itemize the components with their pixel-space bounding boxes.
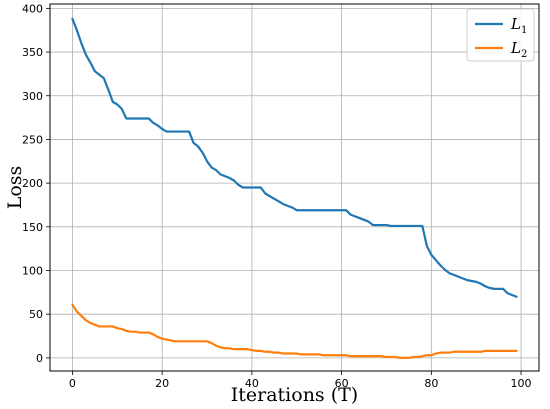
series-lines <box>71 17 518 359</box>
y-tick-label: 100 <box>22 265 43 278</box>
y-tick-label: 400 <box>22 2 43 15</box>
plot-frame <box>49 3 540 372</box>
series-line-L2 <box>71 303 518 359</box>
y-tick-label: 350 <box>22 46 43 59</box>
x-tick-label: 40 <box>245 377 259 390</box>
x-tick-label: 60 <box>335 377 349 390</box>
y-axis-title: Loss <box>4 166 26 210</box>
grid <box>50 4 539 371</box>
x-tick-label: 100 <box>511 377 532 390</box>
x-tick-label: 80 <box>424 377 438 390</box>
x-tick-label: 20 <box>155 377 169 390</box>
y-tick-label: 50 <box>29 308 43 321</box>
y-tick-label: 300 <box>22 90 43 103</box>
series-line-L1 <box>71 17 518 298</box>
y-tick-label: 150 <box>22 221 43 234</box>
axis-ticks: 0 20 40 60 80 100 0 50 100 150 200 250 300 350 400 <box>22 2 532 390</box>
x-axis-title: Iterations (T) <box>231 384 358 406</box>
y-tick-label: 0 <box>36 352 43 365</box>
x-tick-label: 0 <box>69 377 76 390</box>
y-tick-label: 200 <box>22 177 43 190</box>
y-tick-label: 250 <box>22 133 43 146</box>
